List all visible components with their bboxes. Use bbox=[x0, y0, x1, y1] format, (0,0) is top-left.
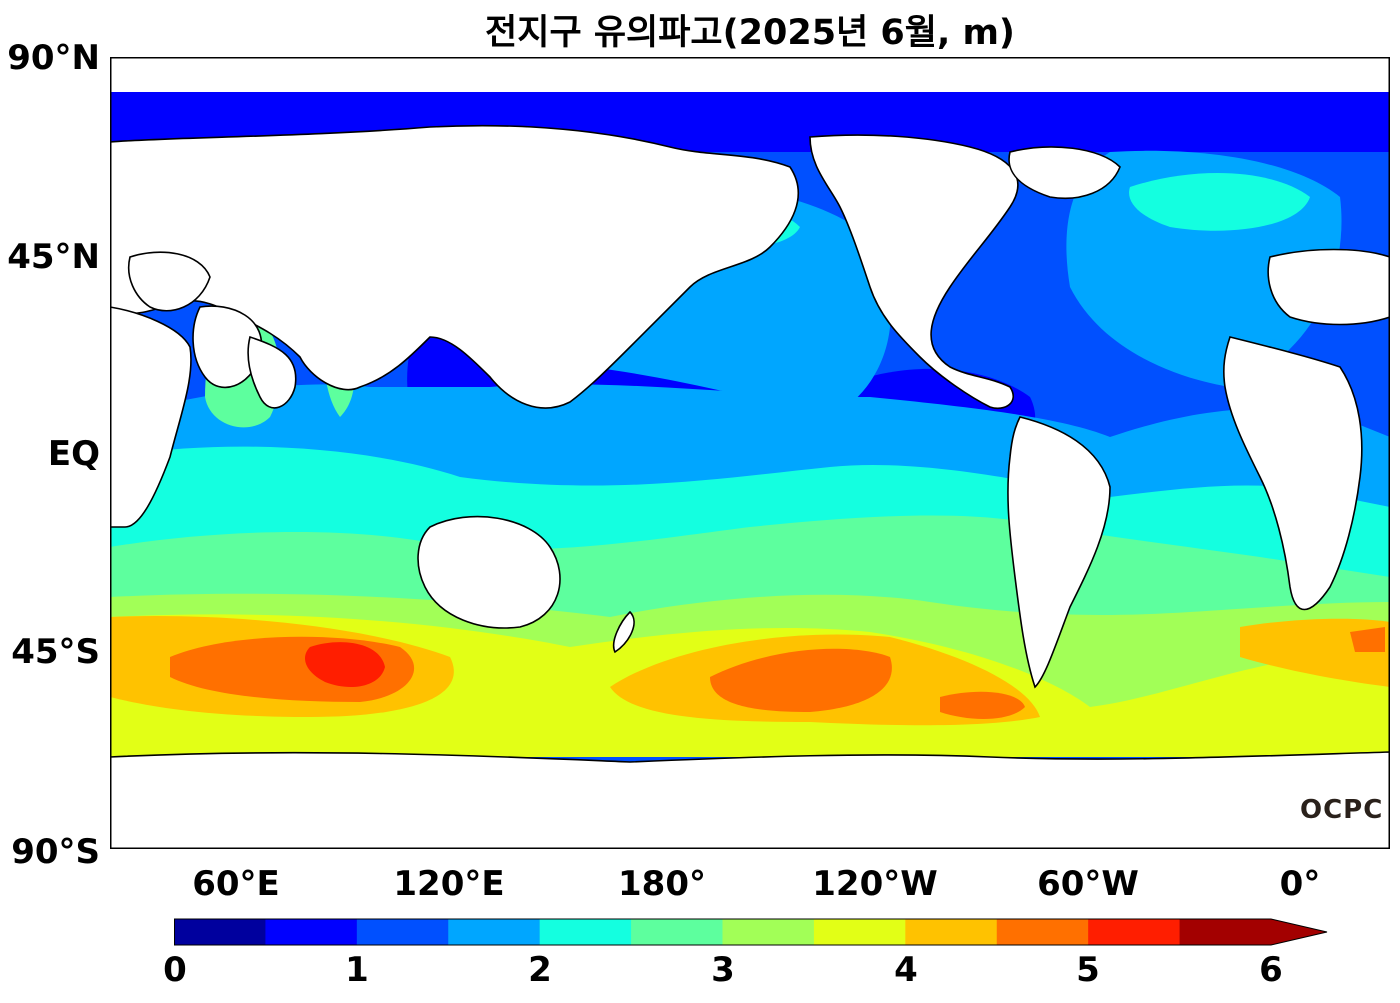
ocpc-watermark: OCPC bbox=[1300, 795, 1384, 825]
land-masses bbox=[110, 124, 1390, 849]
pacific-redorange bbox=[710, 648, 892, 712]
black-caspian-region bbox=[128, 251, 211, 312]
europe bbox=[1267, 248, 1390, 326]
indian-ocean-max bbox=[305, 642, 385, 687]
colorbar-tick-label: 0 bbox=[163, 950, 187, 990]
new-zealand bbox=[612, 610, 635, 654]
colorbar-extend-arrow bbox=[1271, 919, 1327, 945]
wave-height-map bbox=[110, 57, 1390, 849]
colorbar-tick-label: 5 bbox=[1076, 950, 1100, 990]
lon-label-60w: 60°W bbox=[1037, 864, 1139, 904]
colorbar-tick-label: 1 bbox=[345, 950, 369, 990]
lat-label-90n: 90°N bbox=[7, 38, 100, 78]
lat-label-45n: 45°N bbox=[7, 237, 100, 277]
arabia bbox=[192, 305, 263, 389]
colorbar-tick-label: 6 bbox=[1259, 950, 1283, 990]
map-title: 전지구 유의파고(2025년 6월, m) bbox=[485, 13, 1015, 53]
colorbar-outline bbox=[174, 918, 1328, 946]
lon-label-60e: 60°E bbox=[192, 864, 280, 904]
lon-label-120w: 120°W bbox=[812, 864, 938, 904]
lat-label-45s: 45°S bbox=[11, 632, 100, 672]
lon-label-120e: 120°E bbox=[393, 864, 505, 904]
colorbar-cell bbox=[174, 919, 266, 945]
colorbar-cell bbox=[1179, 919, 1272, 945]
colorbar-cell bbox=[905, 919, 998, 945]
colorbar-tick-label: 2 bbox=[528, 950, 552, 990]
colorbar-cell bbox=[1088, 919, 1181, 945]
colorbar-cell bbox=[356, 919, 449, 945]
australia bbox=[417, 515, 561, 629]
north-america bbox=[809, 134, 1019, 409]
antarctica bbox=[110, 751, 1390, 849]
atlantic-redorange bbox=[1350, 627, 1385, 652]
lat-label-eq: EQ bbox=[47, 434, 100, 474]
se-pacific-redorange bbox=[940, 691, 1025, 719]
colorbar-tick-label: 3 bbox=[711, 950, 735, 990]
colorbar-cell bbox=[448, 919, 541, 945]
colorbar-cell bbox=[265, 919, 358, 945]
north-atlantic-cyan bbox=[1129, 173, 1310, 231]
colorbar-cell bbox=[631, 919, 723, 945]
eurasia bbox=[110, 124, 800, 409]
colorbar-cell bbox=[722, 919, 815, 945]
africa-east bbox=[110, 306, 192, 528]
colorbar-cell bbox=[539, 919, 632, 945]
africa-west bbox=[1223, 336, 1363, 611]
colorbar-cell bbox=[813, 919, 906, 945]
lon-label-180: 180° bbox=[618, 864, 706, 904]
greenland bbox=[1008, 146, 1121, 199]
map-frame bbox=[110, 57, 1390, 849]
colorbar-tick-label: 4 bbox=[894, 950, 918, 990]
south-america bbox=[1007, 416, 1111, 689]
colorbar-cell bbox=[996, 919, 1089, 945]
lat-label-90s: 90°S bbox=[11, 832, 100, 872]
india bbox=[247, 335, 297, 409]
colorbar bbox=[174, 918, 1328, 946]
lon-label-0: 0° bbox=[1279, 864, 1321, 904]
